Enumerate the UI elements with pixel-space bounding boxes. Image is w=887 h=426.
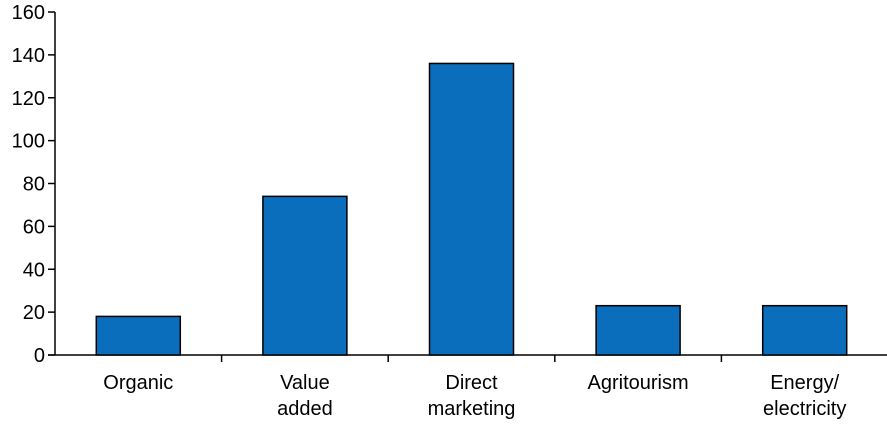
x-category-label: Value [280,372,330,394]
y-tick-label: 60 [23,216,45,238]
y-axis: 0 20 40 60 80 100 120 140 160 [12,2,56,367]
x-category-label: Agritourism [588,372,689,394]
bar [262,195,348,356]
x-category-label: Organic [103,372,173,394]
y-tick-label: 0 [34,345,45,367]
x-category-label: electricity [763,398,846,420]
x-axis [48,354,887,362]
x-category-label: added [277,398,333,420]
bars [95,62,848,356]
category-labels: Organic Value added Direct marketing Agritour… [103,372,846,420]
x-category-label: marketing [428,398,516,420]
y-tick-label: 40 [23,259,45,281]
y-tick-label: 100 [12,131,45,153]
bar [595,304,681,356]
bar [761,304,848,356]
y-tick-label: 80 [23,174,45,196]
x-category-label: Direct [445,372,498,394]
y-tick-label: 140 [12,45,45,67]
bar [95,315,182,356]
y-tick-label: 160 [12,2,45,24]
y-tick-label: 20 [23,302,45,324]
x-category-label: Energy/ [770,372,839,394]
y-tick-label: 120 [12,88,45,110]
bar [428,62,515,356]
